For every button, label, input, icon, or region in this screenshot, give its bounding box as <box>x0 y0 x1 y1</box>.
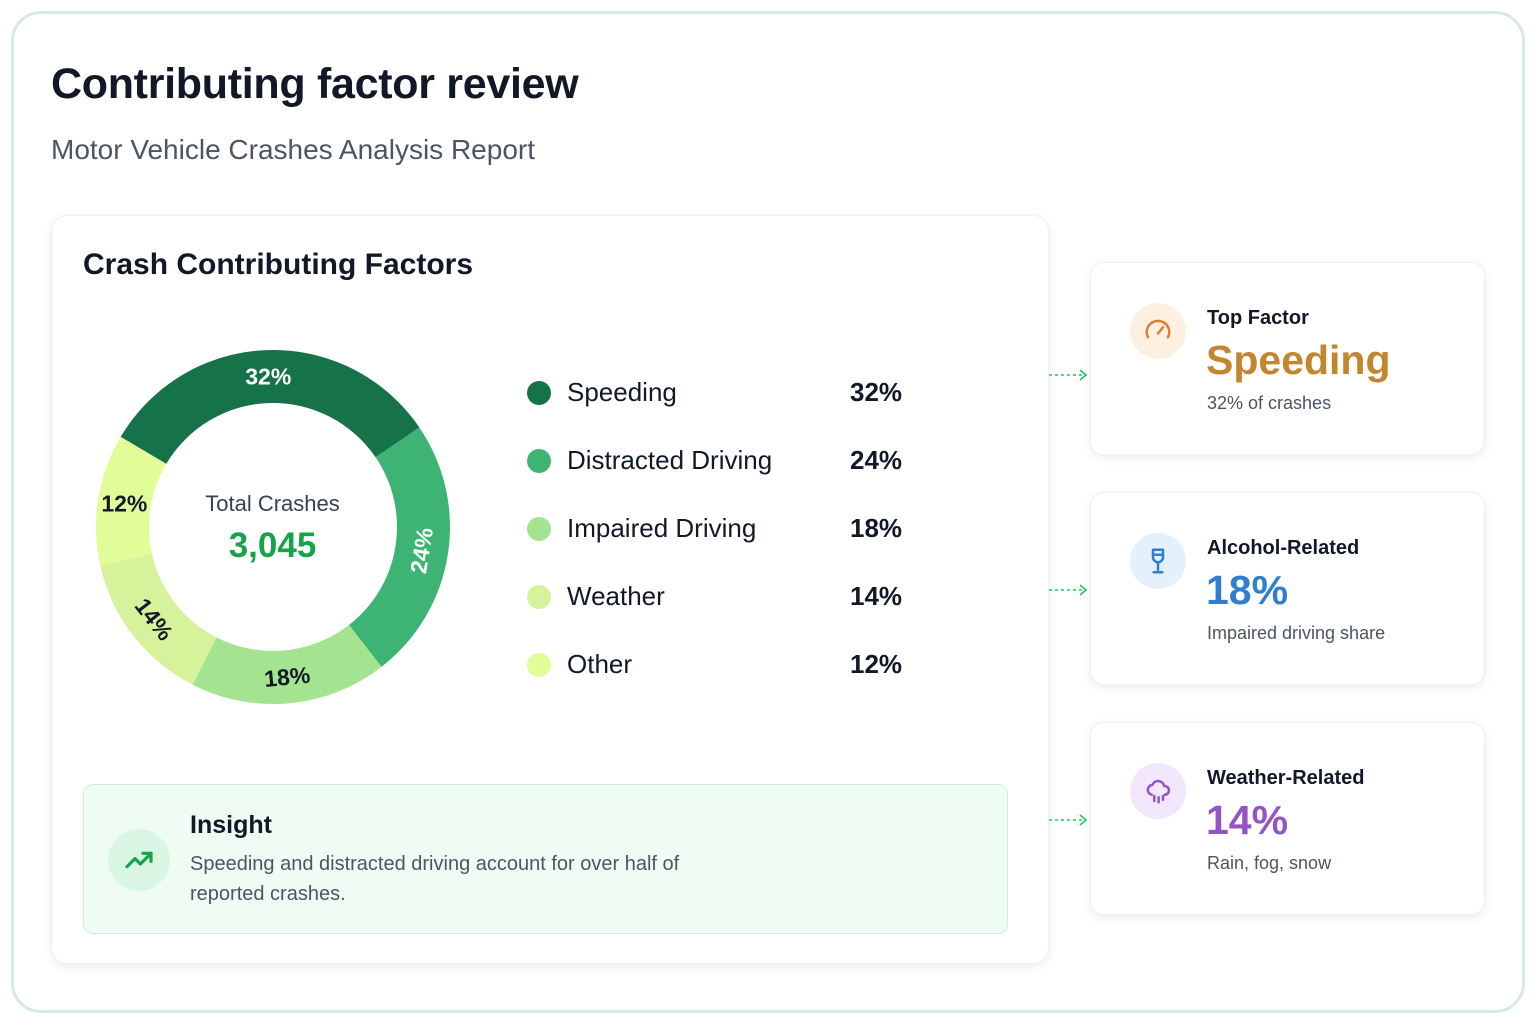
legend-item: Weather 14% <box>527 575 947 643</box>
legend-value: 12% <box>850 649 903 679</box>
legend-label: Impaired Driving <box>567 513 757 543</box>
donut-chart: 32%24%18%14%12% <box>96 350 451 704</box>
legend-value: 18% <box>850 513 903 543</box>
donut-slice <box>120 350 420 464</box>
total-crashes-value: 3,045 <box>228 526 317 565</box>
donut-slice <box>96 436 167 566</box>
legend-label: Speeding <box>567 377 677 407</box>
slice-value-label: 12% <box>101 490 147 516</box>
trending-up-icon <box>108 829 170 891</box>
total-crashes-label: Total Crashes <box>205 491 340 516</box>
speedometer-icon <box>1130 303 1186 359</box>
legend-dot <box>527 381 551 405</box>
connector-arrow <box>1049 369 1088 381</box>
legend-item: Distracted Driving 24% <box>527 439 947 507</box>
chart-card: Crash Contributing Factors 32% 24% 18% 14% 1… <box>51 215 1049 964</box>
insight-panel: Insight Speeding and distracted driving … <box>83 784 1008 934</box>
side-card-value: 18% <box>1206 567 1289 613</box>
wine-glass-icon <box>1130 533 1186 589</box>
legend-value: 24% <box>850 445 903 475</box>
legend-dot <box>527 517 551 541</box>
legend-value: 32% <box>850 377 903 407</box>
side-card-label: Weather-Related <box>1207 767 1365 789</box>
insight-title: Insight <box>190 811 272 839</box>
side-card-label: Alcohol-Related <box>1207 537 1360 559</box>
legend-dot <box>527 653 551 677</box>
slice-value-label: 32% <box>245 364 291 390</box>
side-card-value: Speeding <box>1206 337 1391 383</box>
legend-dot <box>527 585 551 609</box>
legend-label: Weather <box>567 581 665 611</box>
rain-cloud-icon <box>1130 763 1186 819</box>
insight-text: Speeding and distracted driving account … <box>190 853 680 905</box>
legend-label: Distracted Driving <box>567 445 773 475</box>
slice-value-label: 18% <box>263 662 311 692</box>
page-title: Contributing factor review <box>51 60 579 108</box>
connector-arrow <box>1049 814 1088 826</box>
side-card-subtext: Impaired driving share <box>1207 623 1386 643</box>
donut-slice <box>349 427 451 667</box>
alcohol-related-card: Alcohol-Related 18% Impaired driving sha… <box>1090 492 1485 685</box>
top-factor-card: Top Factor Speeding 32% of crashes <box>1090 262 1485 455</box>
side-card-value: 14% <box>1206 797 1289 843</box>
side-card-subtext: 32% of crashes <box>1207 393 1332 413</box>
side-card-label: Top Factor <box>1207 307 1309 329</box>
weather-related-card: Weather-Related 14% Rain, fog, snow <box>1090 722 1485 915</box>
side-card-subtext: Rain, fog, snow <box>1207 853 1332 873</box>
chart-title: Crash Contributing Factors <box>83 248 474 281</box>
legend-dot <box>527 449 551 473</box>
chart-legend: Speeding 32% Distracted Driving 24% Impa… <box>527 371 947 711</box>
page-subtitle: Motor Vehicle Crashes Analysis Report <box>51 134 535 165</box>
legend-item: Speeding 32% <box>527 371 947 439</box>
legend-label: Other <box>567 649 633 679</box>
legend-value: 14% <box>850 581 903 611</box>
donut-slice <box>192 624 382 704</box>
connector-arrow <box>1049 584 1088 596</box>
legend-item: Other 12% <box>527 643 947 711</box>
donut-slice <box>100 554 217 685</box>
legend-item: Impaired Driving 18% <box>527 507 947 575</box>
